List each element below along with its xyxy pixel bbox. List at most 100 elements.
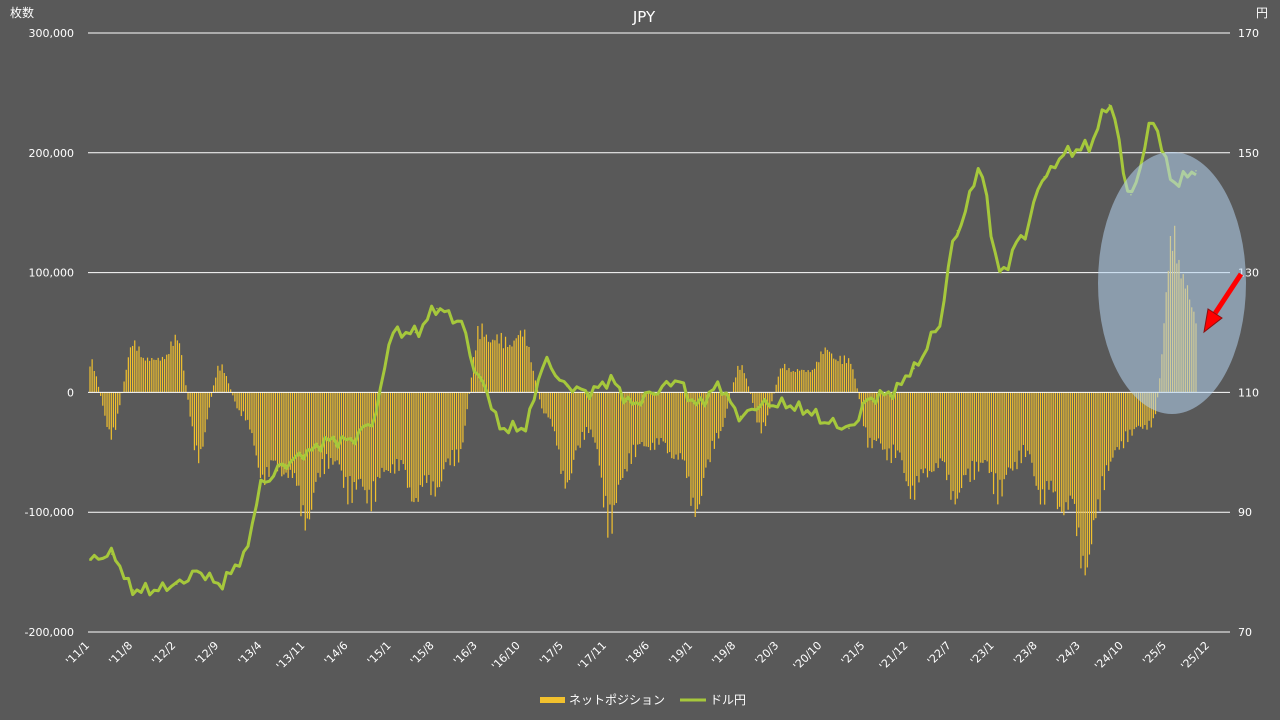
usdjpy-point: [327, 439, 330, 442]
net-position-bar: [368, 392, 370, 490]
net-position-bar: [1114, 392, 1116, 451]
right-tick-label: 150: [1238, 147, 1259, 160]
right-tick-label: 90: [1238, 506, 1252, 519]
net-position-bar: [585, 392, 588, 428]
net-position-bar: [581, 392, 583, 432]
usdjpy-point: [826, 421, 829, 424]
net-position-bar: [451, 392, 453, 451]
net-position-bar: [1127, 392, 1129, 443]
usdjpy-point: [436, 307, 438, 310]
net-position-bar: [975, 392, 978, 462]
net-position-bar: [941, 392, 944, 461]
net-position-bar: [1003, 392, 1005, 480]
net-position-bar: [238, 392, 240, 411]
net-position-bar: [259, 392, 262, 478]
net-position-bar: [630, 392, 632, 464]
net-position-bar: [971, 392, 973, 461]
net-position-bar: [289, 392, 291, 470]
net-position-bar: [564, 392, 566, 489]
net-position-bar: [1044, 392, 1046, 505]
net-position-bar: [230, 389, 232, 393]
net-position-bar: [206, 392, 208, 420]
net-position-bar: [1035, 392, 1037, 486]
net-position-bar: [1005, 392, 1007, 475]
net-position-bar: [643, 392, 645, 447]
net-position-bar: [848, 358, 850, 393]
left-tick-label: 300,000: [29, 27, 75, 40]
net-position-bar: [886, 392, 888, 461]
net-position-bar: [850, 363, 852, 393]
usdjpy-point: [544, 361, 547, 364]
net-position-bar: [607, 392, 609, 538]
net-position-bar: [144, 360, 147, 393]
net-position-bar: [477, 326, 479, 393]
net-position-bar: [950, 392, 952, 500]
net-position-bar: [865, 392, 867, 428]
net-position-bar: [481, 323, 483, 393]
net-position-bar: [877, 392, 880, 439]
net-position-bar: [658, 392, 660, 445]
net-position-bar: [447, 392, 449, 459]
net-position-bar: [592, 392, 594, 438]
net-position-bar: [958, 392, 961, 493]
net-position-bar: [692, 392, 694, 498]
net-position-bar: [862, 392, 865, 427]
net-position-bar: [351, 392, 353, 503]
net-position-bar: [679, 392, 681, 454]
net-position-bar: [871, 392, 873, 449]
usdjpy-point: [241, 559, 243, 561]
net-position-bar: [236, 392, 238, 409]
net-position-bar: [982, 392, 984, 463]
net-position-bar: [97, 386, 100, 393]
net-position-bar: [313, 392, 315, 493]
net-position-bar: [1144, 392, 1146, 426]
net-position-bar: [566, 392, 568, 483]
net-position-bar: [485, 334, 487, 393]
net-position-bar: [276, 392, 279, 472]
usdjpy-point: [1043, 175, 1045, 178]
usdjpy-point: [1021, 235, 1024, 238]
usdjpy-point: [783, 403, 785, 406]
net-position-bar: [1120, 392, 1123, 442]
net-position-bar: [641, 392, 643, 443]
usdjpy-point: [566, 385, 568, 388]
net-position-bar: [986, 392, 988, 462]
usdjpy-point: [891, 391, 894, 394]
net-position-bar: [530, 362, 532, 393]
net-position-bar: [841, 364, 843, 393]
net-position-bar: [185, 385, 187, 393]
net-position-bar: [129, 347, 132, 393]
right-tick-label: 110: [1238, 386, 1259, 399]
net-position-bar: [132, 345, 134, 393]
net-position-bar: [492, 339, 494, 393]
net-position-bar: [750, 392, 752, 394]
net-position-bar: [813, 368, 816, 393]
net-position-bar: [681, 392, 684, 460]
net-position-bar: [543, 392, 545, 414]
net-position-bar: [882, 392, 884, 450]
net-position-bar: [880, 392, 882, 444]
net-position-bar: [364, 392, 366, 491]
left-axis-title: 枚数: [10, 5, 34, 20]
net-position-bar: [575, 392, 577, 451]
net-position-bar: [914, 392, 916, 500]
net-position-bar: [799, 370, 801, 393]
net-position-bar: [498, 343, 500, 393]
net-position-bar: [136, 350, 138, 393]
net-position-bar: [379, 392, 381, 479]
net-position-bar: [781, 368, 784, 393]
net-position-bar: [466, 392, 468, 410]
net-position-bar: [496, 334, 498, 393]
net-position-bar: [127, 357, 129, 393]
net-position-bar: [1010, 392, 1012, 469]
net-position-bar: [683, 392, 686, 461]
net-position-bar: [637, 392, 639, 445]
net-position-bar: [149, 360, 151, 393]
net-position-bar: [1097, 392, 1099, 500]
net-position-bar: [686, 392, 688, 479]
net-position-bar: [788, 368, 790, 393]
net-position-bar: [415, 392, 417, 499]
net-position-bar: [568, 392, 571, 481]
net-position-bar: [824, 347, 826, 393]
net-position-bar: [922, 392, 924, 474]
